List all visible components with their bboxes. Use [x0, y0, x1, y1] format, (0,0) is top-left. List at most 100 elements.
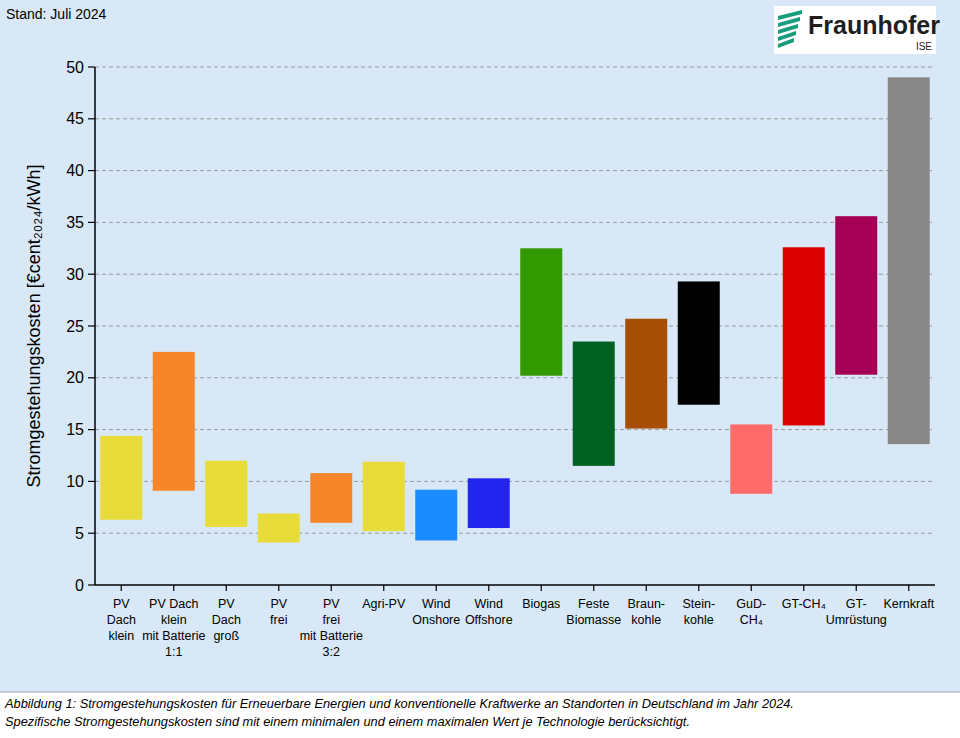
x-axis [95, 584, 935, 586]
y-tick [88, 170, 95, 171]
range-bar [258, 514, 300, 543]
grid-line [95, 222, 935, 223]
range-bar [730, 424, 772, 493]
y-tick-label: 15 [66, 421, 84, 438]
grid-line [95, 533, 935, 534]
x-tick-label-line: GT-CH₄ [782, 597, 826, 611]
x-tick [488, 585, 489, 591]
x-tick-label: Braun-kohle [627, 597, 665, 627]
x-tick-label: PVfreimit Batterie3:2 [300, 597, 363, 659]
date-note: Stand: Juli 2024 [6, 6, 107, 22]
x-tick-label-line: Feste [578, 597, 609, 611]
logo-icon [778, 10, 802, 48]
x-tick-label: PV frei [270, 597, 288, 627]
range-bar [468, 478, 510, 528]
x-tick-label: Biogas [522, 597, 560, 611]
x-tick-label-line: mit Batterie [142, 629, 205, 643]
y-tick-label: 5 [75, 525, 84, 542]
x-tick [856, 585, 857, 591]
chart-background [0, 0, 960, 692]
range-bar [888, 77, 930, 444]
x-tick-label: GT- Umrüstung [826, 597, 887, 627]
logo-text: Fraunhofer [808, 11, 940, 39]
y-tick [88, 533, 95, 534]
x-tick-label: PVDachklein [107, 597, 136, 643]
y-tick-label: 50 [66, 59, 84, 76]
range-bar [625, 319, 667, 429]
grid-line [95, 170, 935, 171]
x-tick [698, 585, 699, 591]
range-bar [835, 216, 877, 375]
x-tick [541, 585, 542, 591]
y-tick-label: 35 [66, 214, 84, 231]
x-tick-label-line: 3:2 [323, 645, 340, 659]
y-tick-label: 0 [75, 577, 84, 594]
x-tick-label: GT-CH₄ [782, 597, 826, 611]
x-tick-label-line: Umrüstung [826, 613, 887, 627]
y-axis-label: Stromgestehungskosten [€cent₂₀₂₄/kWh] [24, 165, 44, 488]
x-tick-label-line: Wind [475, 597, 504, 611]
x-tick-label-line: Wind [422, 597, 451, 611]
x-tick-label-line: Offshore [465, 613, 513, 627]
x-tick-label-line: PV [323, 597, 340, 611]
x-tick-label-line: Agri-PV [362, 597, 406, 611]
x-tick [803, 585, 804, 591]
x-tick [121, 585, 122, 591]
x-tick-label-line: Biomasse [566, 613, 621, 627]
x-tick [331, 585, 332, 591]
x-tick-label-line: PV Dach [149, 597, 198, 611]
x-tick-label-line: GT- [846, 597, 867, 611]
x-tick-label-line: GuD- [736, 597, 766, 611]
x-tick-label-line: kohle [684, 613, 714, 627]
x-tick-label-line: PV [270, 597, 287, 611]
x-tick [226, 585, 227, 591]
range-bar [100, 436, 142, 520]
y-tick-label: 40 [66, 162, 84, 179]
x-tick-label: Feste Biomasse [566, 597, 621, 627]
range-bar [678, 281, 720, 404]
y-tick [88, 118, 95, 119]
y-tick-label: 30 [66, 266, 84, 283]
range-bar [205, 461, 247, 527]
y-tick [88, 325, 95, 326]
x-tick [908, 585, 909, 591]
caption: Abbildung 1: Stromgestehungskosten für E… [4, 696, 794, 711]
x-tick-label: PVDachgroß [212, 597, 241, 643]
y-tick [88, 481, 95, 482]
x-tick [278, 585, 279, 591]
x-tick-label-line: klein [108, 629, 134, 643]
bars [100, 77, 930, 542]
grid-line [95, 118, 935, 119]
x-tick [383, 585, 384, 591]
x-tick [436, 585, 437, 591]
x-tick-label: Kernkraft [883, 597, 934, 611]
y-tick-label: 45 [66, 110, 84, 127]
x-tick-label-line: frei [270, 613, 287, 627]
x-tick-label-line: Stein- [682, 597, 715, 611]
x-tick-label-line: Onshore [412, 613, 460, 627]
caption-separator [0, 692, 960, 693]
y-tick-label: 20 [66, 369, 84, 386]
x-tick-label: GuD-CH₄ [736, 597, 766, 627]
x-tick-label: Wind Offshore [465, 597, 513, 627]
x-tick-label-line: klein [161, 613, 187, 627]
x-tick-label-line: Kernkraft [883, 597, 934, 611]
x-tick [751, 585, 752, 591]
y-tick [88, 274, 95, 275]
logo-subtext: ISE [916, 41, 932, 52]
y-tick [88, 584, 95, 585]
x-tick-label: Wind Onshore [412, 597, 460, 627]
x-tick-label: Agri-PV [362, 597, 406, 611]
grid-line [95, 67, 935, 68]
x-tick-label-line: 1:1 [165, 645, 182, 659]
range-bar [573, 342, 615, 466]
range-bar [520, 248, 562, 375]
range-bar [363, 462, 405, 531]
x-tick-label-line: Dach [212, 613, 241, 627]
range-bar [415, 490, 457, 541]
x-tick-label-line: groß [213, 629, 239, 643]
x-tick [173, 585, 174, 591]
y-tick [88, 222, 95, 223]
x-tick-label: Stein-kohle [682, 597, 715, 627]
y-tick [88, 377, 95, 378]
